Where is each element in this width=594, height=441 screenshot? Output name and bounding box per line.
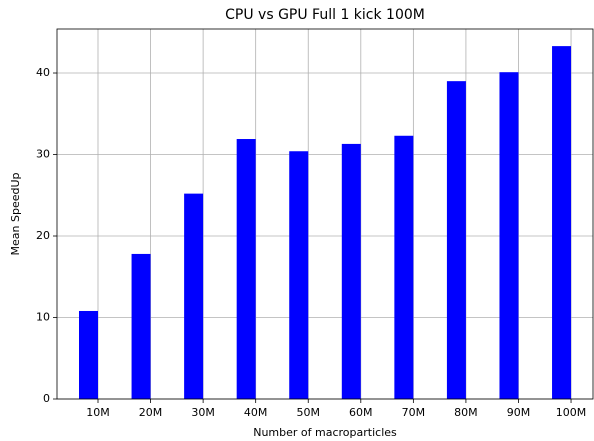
bar [446,81,466,399]
x-tick-label: 60M [349,406,373,419]
x-axis-label: Number of macroparticles [253,426,397,439]
bar [79,310,98,399]
y-tick-label: 0 [43,392,50,405]
bar [236,139,256,399]
x-tick-label: 30M [191,406,215,419]
y-tick-label: 20 [36,229,50,242]
x-tick-label: 70M [402,406,426,419]
bar [341,143,361,399]
x-tick-label: 50M [296,406,320,419]
bar [289,151,309,399]
bar [184,193,204,399]
bar [131,253,151,399]
bar [552,46,572,400]
x-tick-label: 10M [86,406,110,419]
plot-frame [56,28,594,400]
x-tick-label: 100M [556,406,587,419]
x-tick-label: 90M [507,406,531,419]
y-axis-label: Mean SpeedUp [9,172,22,255]
chart-title: CPU vs GPU Full 1 kick 100M [225,7,425,23]
y-tick-label: 30 [36,148,50,161]
y-tick-label: 40 [36,66,50,79]
bar [499,72,519,399]
bar [394,135,414,399]
x-tick-label: 80M [454,406,478,419]
x-tick-label: 40M [244,406,268,419]
x-tick-label: 20M [139,406,163,419]
y-tick-label: 10 [36,311,50,324]
